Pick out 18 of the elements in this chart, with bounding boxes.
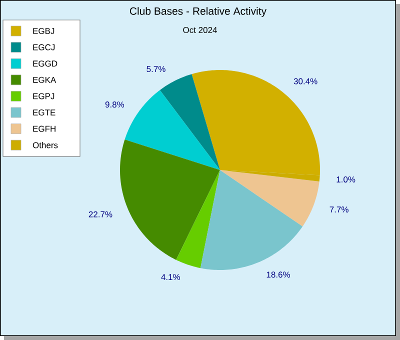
legend-label: EGPJ [33, 93, 54, 100]
legend-label: EGGD [33, 60, 58, 67]
data-label: 5.7% [146, 66, 166, 72]
legend-label: Others [32, 142, 58, 148]
data-label: 22.7% [88, 211, 112, 218]
data-label: 1.0% [336, 176, 356, 182]
chart-title: Club Bases - Relative Activity [130, 7, 267, 17]
legend-label: EGKA [33, 76, 56, 83]
data-label: 9.8% [105, 102, 124, 108]
data-label: 30.4% [294, 78, 318, 84]
legend-label: EGCJ [33, 44, 55, 50]
data-label: 4.1% [161, 274, 180, 280]
text: Oct 2024 [183, 26, 217, 34]
legend-label: EGTE [33, 109, 56, 116]
legend-label: EGFH [33, 126, 56, 132]
data-label: 18.6% [266, 272, 290, 278]
legend-label: EGBJ [33, 28, 54, 34]
data-label: 7.7% [330, 206, 348, 212]
